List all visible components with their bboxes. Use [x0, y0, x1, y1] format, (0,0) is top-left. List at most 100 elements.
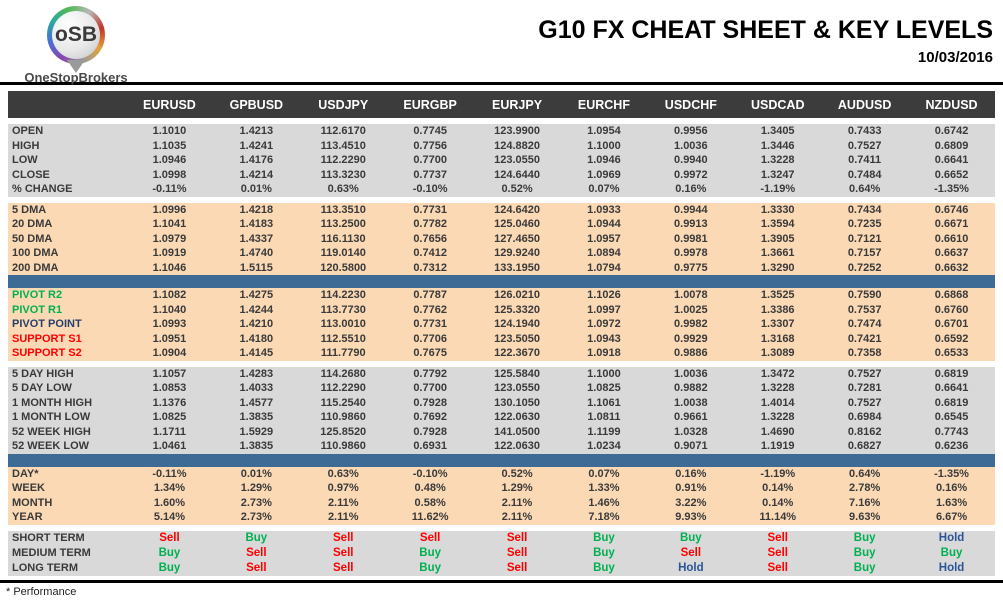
cell: 126.0210	[494, 289, 540, 302]
cell: 1.1041	[152, 218, 187, 231]
cell: 1.0944	[587, 218, 621, 231]
cell: 0.9886	[674, 347, 708, 360]
cell: 1.3228	[760, 382, 795, 395]
table-section: DAY* -0.11% 0.01% 0.63% -0.10% 0.52% 0.07% 0.16…	[8, 466, 995, 525]
column-header-gpbusd: GPBUSD	[229, 97, 284, 112]
cell: 122.0630	[494, 440, 540, 453]
cell: Sell	[159, 532, 180, 544]
cell: 112.2290	[320, 154, 366, 167]
cell: 122.3670	[494, 347, 540, 360]
column-header-usdchf: USDCHF	[664, 97, 717, 112]
cell: 1.3405	[760, 125, 795, 138]
cell: 1.1919	[760, 440, 795, 453]
cell: 115.2540	[320, 396, 366, 409]
cell: 9.63%	[849, 511, 881, 524]
cell: 1.0328	[674, 425, 708, 438]
cell: 1.1082	[152, 289, 187, 302]
cell: 123.0550	[494, 154, 540, 167]
cell: 1.1061	[587, 396, 621, 409]
cell: 0.6610	[934, 232, 969, 245]
cell: 116.1130	[320, 232, 366, 245]
cell: 1.4577	[239, 396, 274, 409]
cell: 0.7706	[413, 332, 447, 345]
table-row: WEEK 1.34% 1.29% 0.97% 0.48% 1.29% 1.33% 0.91% 0…	[8, 481, 995, 496]
cell: 0.6809	[934, 139, 969, 152]
cell: 1.0038	[674, 396, 708, 409]
cell: Sell	[246, 547, 267, 559]
cell: 1.0946	[152, 154, 187, 167]
cell: 0.7692	[413, 411, 447, 424]
cell: 0.52%	[501, 183, 533, 196]
cell: 1.1040	[152, 303, 187, 316]
cell: 1.4213	[239, 125, 274, 138]
cell: 1.4337	[239, 232, 274, 245]
cell: 0.7358	[847, 347, 882, 360]
cell: 1.29%	[240, 482, 272, 495]
row-label: HIGH	[12, 139, 40, 152]
cell: 0.6533	[934, 347, 969, 360]
cell: 119.0140	[320, 247, 366, 260]
cell: 0.91%	[675, 482, 707, 495]
logo-monogram: oSB	[55, 23, 97, 46]
table-row: % CHANGE -0.11% 0.01% 0.63% -0.10% 0.52% 0.07%…	[8, 182, 995, 197]
cell: 0.9982	[674, 318, 708, 331]
cell: Hold	[938, 532, 965, 544]
cell: 1.1026	[587, 289, 621, 302]
cell: 125.0460	[494, 218, 540, 231]
cell: 1.60%	[153, 496, 186, 509]
cell: -0.11%	[152, 183, 187, 196]
cell: 1.0078	[674, 289, 708, 302]
cell: 0.16%	[675, 183, 707, 196]
cell: 1.4283	[239, 367, 274, 380]
cell: 0.7312	[413, 261, 447, 274]
cell: 1.0951	[152, 332, 187, 345]
cell: 114.2230	[320, 289, 366, 302]
cell: 1.0979	[152, 232, 187, 245]
cell: -0.10%	[412, 467, 448, 480]
row-label: MEDIUM TERM	[12, 547, 91, 559]
row-label: 5 DAY HIGH	[12, 367, 74, 380]
cell: Hold	[678, 562, 704, 574]
column-header-usdjpy: USDJPY	[318, 97, 369, 112]
cell: 0.7928	[413, 425, 447, 438]
cell: 0.52%	[501, 467, 533, 480]
section-divider-bar	[8, 275, 995, 288]
cell: 113.3230	[320, 168, 366, 181]
page-title: G10 FX CHEAT SHEET & KEY LEVELS	[538, 16, 993, 44]
cell: 0.7434	[847, 203, 882, 216]
cell: 0.7235	[847, 218, 882, 231]
logo-ring-icon: oSB	[47, 6, 105, 64]
cell: 0.7743	[934, 425, 969, 438]
cell: 125.3320	[494, 303, 540, 316]
cell: 0.6984	[847, 411, 882, 424]
cell: 0.16%	[935, 482, 968, 495]
cell: -1.19%	[760, 467, 796, 480]
cell: Buy	[245, 532, 268, 544]
cell: -1.35%	[934, 183, 969, 196]
cell: 1.0025	[674, 303, 708, 316]
table-row: 100 DMA 1.0919 1.4740 119.0140 0.7412 129.924…	[8, 246, 995, 261]
table-row: 200 DMA 1.1046 1.5115 120.5800 0.7312 133.195…	[8, 261, 995, 276]
cell: 2.73%	[240, 511, 272, 524]
cell: 1.3247	[760, 168, 795, 181]
cell: 1.3168	[760, 332, 795, 345]
row-label: PIVOT R1	[12, 303, 63, 316]
column-header-eurusd: EURUSD	[143, 97, 196, 112]
cell: 1.1000	[587, 139, 621, 152]
cell: 1.1035	[152, 139, 187, 152]
row-label: % CHANGE	[12, 183, 73, 196]
cell: 1.0811	[587, 411, 621, 424]
cell: 125.8520	[320, 425, 367, 438]
table-row: SUPPORT S2 1.0904 1.4145 111.7790 0.7675 122.…	[8, 346, 995, 361]
logo-pin-tail-icon	[67, 60, 85, 73]
cell: Buy	[853, 562, 876, 574]
cell: 0.6701	[934, 318, 969, 331]
cell: Buy	[679, 532, 702, 544]
cell: 0.6641	[934, 382, 969, 395]
page-header: oSB OneStopBrokers G10 FX CHEAT SHEET & …	[0, 0, 1003, 85]
cell: 1.1010	[152, 125, 187, 138]
row-label: LONG TERM	[12, 562, 78, 574]
cell: Sell	[333, 532, 354, 544]
column-header-audusd: AUDUSD	[837, 97, 892, 112]
cell: 1.5929	[239, 425, 274, 438]
